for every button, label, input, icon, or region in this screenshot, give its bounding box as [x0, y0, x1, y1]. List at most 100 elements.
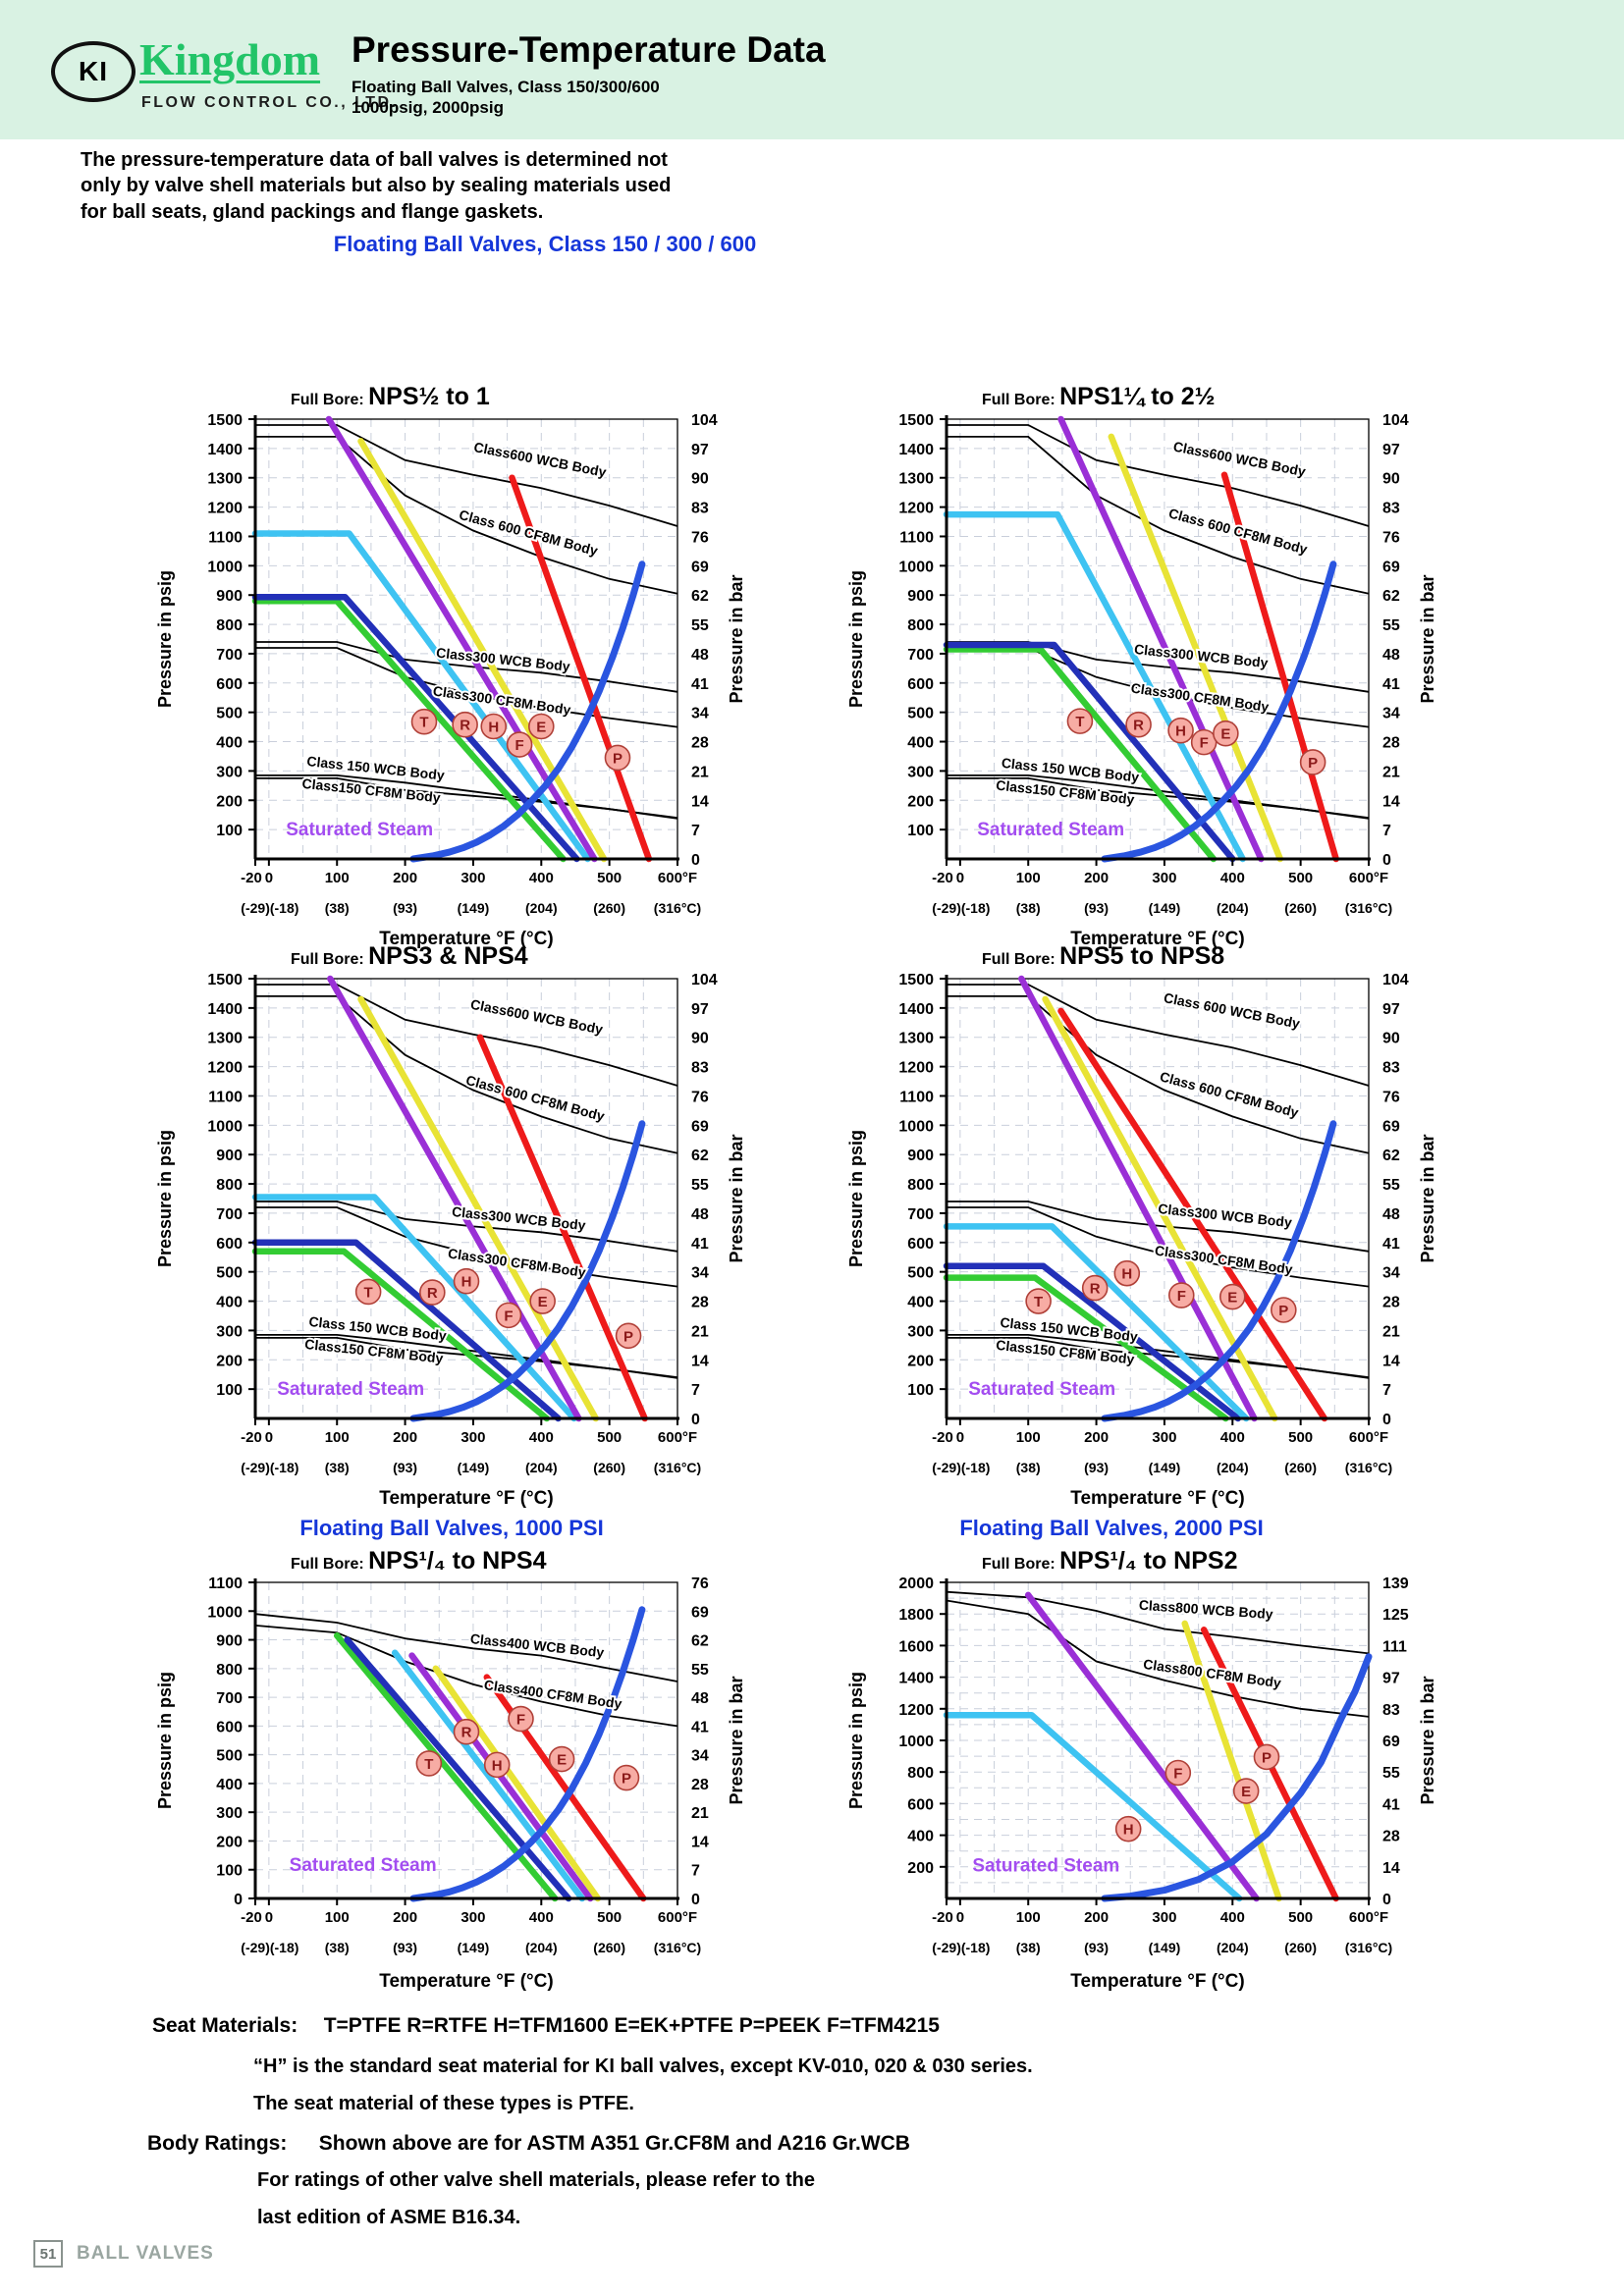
x-tick-label-c: (93)	[393, 900, 417, 916]
seat-marker-T: T	[1066, 708, 1094, 734]
logo-text: KI	[79, 56, 108, 86]
y-tick-label-psig: 200	[216, 1353, 243, 1369]
seat-line-P	[1057, 1007, 1328, 1422]
y-tick-label-bar: 69	[691, 1604, 709, 1621]
chart-canvas: Class 600 WCB Body Class 600 CF8M Body Cla…	[846, 942, 1437, 1509]
saturated-steam-curve	[1101, 1120, 1337, 1422]
seat-marker-F: F	[495, 1302, 522, 1329]
seat-marker-P: P	[604, 744, 631, 772]
intro-line-3: for ball seats, gland packings and flang…	[81, 200, 544, 223]
y-tick-label-bar: 28	[1382, 735, 1400, 752]
x-tick-label-c: (260)	[1284, 1940, 1317, 1955]
y-tick-label-bar: 125	[1382, 1607, 1409, 1624]
chart-2000psi: Class800 WCB Body Class800 CF8M Body Satur…	[837, 1547, 1445, 2009]
x-tick-label-c: (149)	[1149, 1460, 1181, 1475]
seat-marker-P: P	[613, 1764, 640, 1791]
seat-marker-H: H	[483, 1751, 511, 1779]
x-tick-label: 600°F	[658, 1909, 697, 1926]
y-tick-label-bar: 104	[1382, 412, 1409, 429]
y-tick-label-psig: 600	[216, 676, 243, 693]
chart-title: Full Bore: NPS¹/₄ to NPS4	[291, 1549, 547, 1575]
y-tick-label-bar: 97	[1382, 442, 1400, 458]
y-tick-label-bar: 0	[691, 1412, 700, 1428]
intro-line-1: The pressure-temperature data of ball va…	[81, 149, 668, 171]
shell-curve	[947, 424, 1370, 527]
x-tick-label-c: (93)	[393, 1940, 417, 1955]
y-tick-label-psig: 900	[907, 1148, 934, 1164]
svg-text:R: R	[461, 1725, 472, 1741]
shell-curve	[254, 1613, 678, 1682]
y-tick-label-bar: 48	[691, 1690, 709, 1707]
saturated-steam-curve	[1101, 561, 1337, 863]
seat-marker-H: H	[1114, 1815, 1142, 1842]
y-tick-label-bar: 83	[1382, 501, 1400, 517]
x-tick-label-c: (-29)	[932, 1460, 961, 1475]
y-tick-label-psig: 1100	[208, 1089, 243, 1105]
y-tick-label-bar: 104	[691, 412, 718, 429]
x-tick-label-c: (316°C)	[654, 1460, 701, 1475]
seat-marker-T: T	[354, 1278, 382, 1306]
shell-curve-label: Class 600 WCB Body	[1163, 989, 1301, 1032]
y-tick-label-bar: 62	[1382, 1148, 1400, 1164]
y-tick-label-bar: 14	[1382, 1860, 1400, 1877]
x-tick-label: 100	[1016, 1429, 1041, 1446]
y-tick-label-psig: 900	[907, 588, 934, 605]
y-tick-label-psig: 200	[907, 1860, 934, 1877]
shell-curve	[255, 777, 678, 820]
svg-text:H: H	[1121, 1266, 1132, 1283]
seat-line-R	[251, 1239, 562, 1422]
seat-note-1: “H” is the standard seat material for KI…	[253, 2056, 1033, 2077]
y-tick-label-bar: 14	[691, 1834, 709, 1850]
y-tick-label-bar: 0	[691, 852, 700, 869]
seat-line-H	[943, 1223, 1250, 1422]
y-tick-label-psig: 700	[216, 1690, 243, 1707]
svg-text:P: P	[1278, 1303, 1288, 1319]
y-tick-label-psig: 300	[216, 764, 243, 780]
chart-nps-half-to-1: Class600 WCB Body Class 600 CF8M Body Clas…	[145, 375, 754, 959]
seat-line-E	[1018, 975, 1258, 1422]
y-tick-label-bar: 69	[1382, 559, 1400, 575]
x-tick-label-c: (-29)	[932, 1940, 961, 1955]
svg-text:H: H	[488, 720, 499, 736]
y-tick-label-psig: 600	[907, 1236, 934, 1253]
shell-curve-label: Class600 WCB Body	[472, 439, 608, 480]
x-tick-label-c: (-29)	[241, 900, 270, 916]
x-tick-label: 500	[597, 870, 622, 886]
svg-text:P: P	[623, 1328, 633, 1345]
y-tick-label-psig: 300	[907, 764, 934, 780]
y-tick-label-bar: 97	[691, 1001, 709, 1018]
y-tick-label-psig: 1400	[898, 1001, 934, 1018]
y-tick-label-psig: 400	[907, 1829, 934, 1845]
y-tick-label-psig: 1200	[898, 501, 934, 517]
y-tick-label-psig: 300	[907, 1323, 934, 1340]
y-tick-label-psig: 1000	[207, 1118, 243, 1135]
seat-line-H	[391, 1649, 586, 1902]
y-tick-label-bar: 55	[691, 1662, 709, 1679]
seat-marker-T: T	[410, 708, 438, 735]
page-title: Pressure-Temperature Data	[352, 29, 826, 70]
seat-marker-H: H	[453, 1267, 480, 1295]
shell-curve-label: Class300 CF8M Body	[1130, 679, 1271, 715]
y-tick-label-psig: 1200	[898, 1702, 934, 1719]
seat-marker-H: H	[480, 713, 508, 740]
y-tick-label-psig: 1100	[208, 529, 243, 546]
x-tick-label: 600°F	[1349, 870, 1388, 886]
seat-note-2: The seat material of these types is PTFE…	[253, 2093, 634, 2114]
body-ratings-line: Body Ratings: Shown above are for ASTM A…	[147, 2132, 910, 2156]
y-tick-label-psig: 100	[216, 1382, 243, 1399]
y-tick-label-bar: 90	[1382, 1031, 1400, 1047]
y-tick-label-bar: 7	[691, 823, 700, 839]
svg-text:H: H	[461, 1274, 472, 1291]
y-tick-label-bar: 48	[1382, 1206, 1400, 1223]
chart-title: Full Bore: NPS3 & NPS4	[291, 942, 528, 970]
y-tick-label-psig: 200	[216, 793, 243, 810]
y-tick-label-psig: 1400	[898, 1671, 934, 1687]
y-tick-label-bar: 76	[1382, 1089, 1400, 1105]
y-tick-label-psig: 1200	[898, 1060, 934, 1077]
x-tick-label: 100	[325, 1429, 350, 1446]
y-tick-label-psig: 800	[907, 617, 934, 634]
seat-marker-R: R	[1081, 1274, 1109, 1302]
y-tick-label-bar: 69	[691, 559, 709, 575]
seat-marker-H: H	[1167, 717, 1194, 744]
svg-text:E: E	[557, 1752, 567, 1769]
